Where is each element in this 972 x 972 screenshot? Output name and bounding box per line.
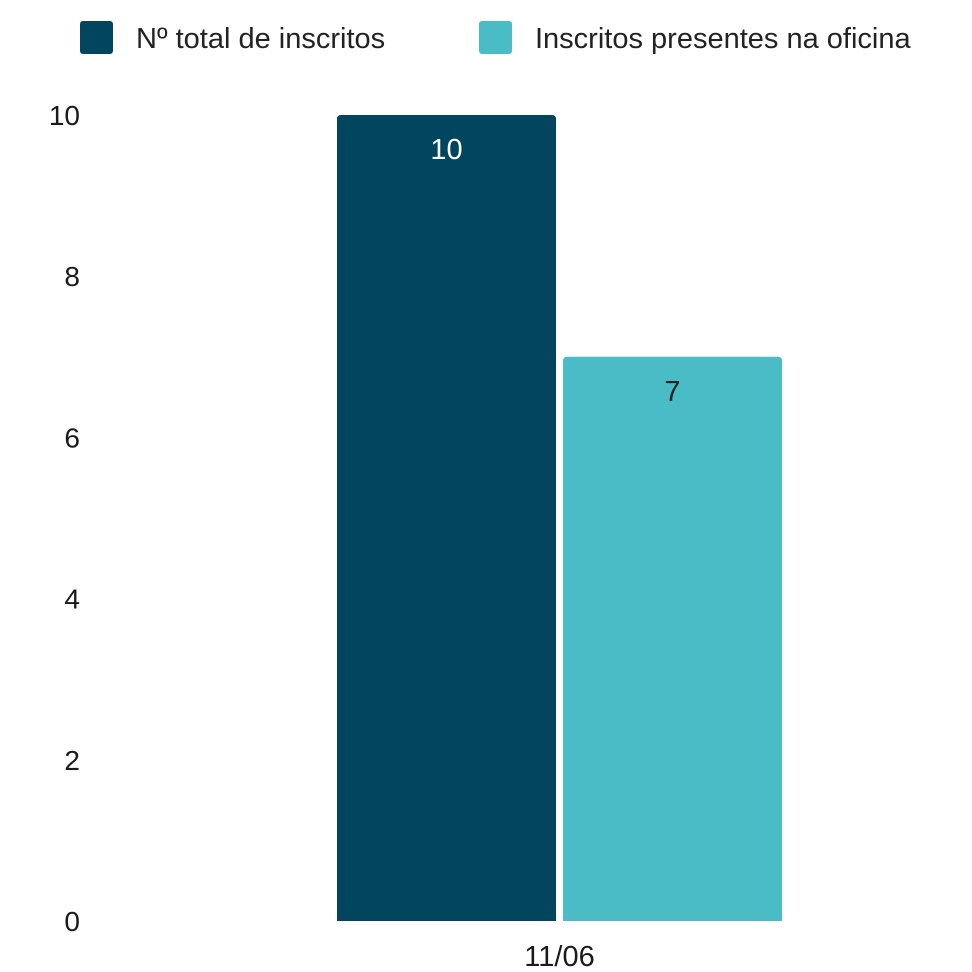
x-tick-label: 11/06 [524,941,594,972]
y-tick-label: 2 [64,745,80,776]
legend-label-total: Nº total de inscritos [136,23,385,55]
bar-data-label: 10 [430,134,462,166]
y-tick-label: 8 [64,261,80,292]
y-tick-label: 10 [49,100,80,131]
y-tick-label: 4 [64,584,80,615]
y-tick-label: 6 [64,422,80,453]
bar-present [563,356,782,921]
legend-swatch-total [80,21,113,54]
x-axis: 11/06 [524,941,594,972]
y-tick-label: 0 [64,906,80,937]
legend-swatch-present [479,21,512,54]
y-axis: 0 2 4 6 8 10 [49,100,80,937]
bars: 10 7 [337,115,782,921]
legend-label-present: Inscritos presentes na oficina [535,23,911,55]
bar-data-label: 7 [664,376,680,408]
bar-total [337,115,556,921]
legend: Nº total de inscritos Inscritos presente… [80,21,911,55]
